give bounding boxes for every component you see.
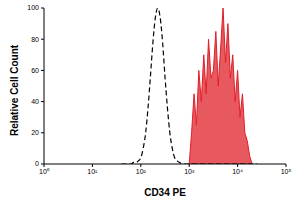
svg-text:10³: 10³ xyxy=(184,168,195,175)
svg-text:20: 20 xyxy=(31,129,39,136)
svg-text:10⁵: 10⁵ xyxy=(281,168,292,175)
svg-text:10⁰: 10⁰ xyxy=(39,168,50,175)
svg-text:40: 40 xyxy=(31,98,39,105)
svg-text:0: 0 xyxy=(35,160,39,167)
svg-text:80: 80 xyxy=(31,36,39,43)
svg-text:100: 100 xyxy=(27,4,39,11)
svg-text:Relative Cell Count: Relative Cell Count xyxy=(9,44,20,136)
svg-text:CD34 PE: CD34 PE xyxy=(144,187,186,198)
svg-text:60: 60 xyxy=(31,67,39,74)
svg-text:10⁴: 10⁴ xyxy=(232,168,243,175)
svg-text:10¹: 10¹ xyxy=(87,168,98,175)
svg-text:10²: 10² xyxy=(136,168,147,175)
